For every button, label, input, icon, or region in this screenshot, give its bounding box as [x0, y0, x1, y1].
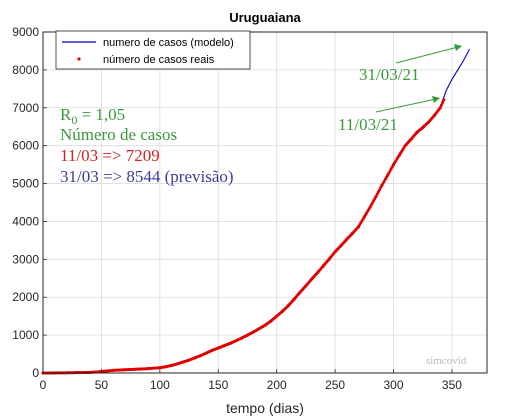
r0-text: R0 = 1,05 [60, 105, 125, 127]
y-tick-label: 4000 [12, 214, 39, 228]
x-axis-label: tempo (dias) [226, 400, 304, 416]
arrow-annotations: 31/03/21 11/03/21 [338, 44, 462, 134]
real-case-point [438, 106, 442, 110]
annotation-31-03: 31/03/21 [359, 65, 419, 84]
ticks: 0 50 100 150 200 250 300 350 0 1000 2000 3000 4000 50… [12, 25, 462, 392]
x-tick-label: 100 [150, 378, 170, 392]
watermark: simcovid [426, 355, 467, 367]
legend-swatch-real [77, 57, 81, 61]
real-case-marker [441, 100, 445, 104]
y-tick-label: 2000 [12, 290, 39, 304]
annotation-arrow-31-03 [395, 46, 459, 64]
legend-label-real: número de casos reais [103, 54, 215, 66]
y-tick-label: 6000 [12, 139, 39, 153]
annotation-11-03: 11/03/21 [338, 115, 398, 134]
real-case-marker [378, 188, 382, 192]
plot-area: 0 50 100 150 200 250 300 350 0 1000 2000 3000 4000 50… [12, 25, 488, 392]
real-cases-line: 11/03 => 7209 [60, 146, 160, 165]
x-tick-label: 0 [40, 378, 47, 392]
legend: numero de casos (modelo) número de casos… [55, 30, 251, 70]
real-case-marker [439, 103, 443, 107]
annotation-arrowhead-11-03 [432, 96, 440, 103]
y-tick-label: 1000 [12, 328, 39, 342]
x-tick-label: 200 [267, 378, 287, 392]
y-tick-label: 3000 [12, 252, 39, 266]
forecast-line: 31/03 => 8544 (previsão) [60, 167, 234, 186]
legend-box [55, 30, 251, 70]
real-case-marker [376, 190, 380, 194]
r0-subscript: 0 [71, 113, 77, 127]
series-layer [41, 49, 470, 375]
real-case-point [442, 98, 446, 102]
x-tick-label: 250 [325, 378, 345, 392]
legend-label-model: numero de casos (modelo) [103, 37, 234, 49]
y-tick-label: 9000 [12, 25, 39, 39]
annotation-arrowhead-31-03 [454, 44, 462, 51]
y-tick-label: 5000 [12, 177, 39, 191]
chart-title: Uruguaiana [229, 10, 301, 25]
y-tick-label: 8000 [12, 63, 39, 77]
x-tick-label: 150 [208, 378, 228, 392]
x-tick-label: 300 [384, 378, 404, 392]
y-tick-label: 0 [32, 366, 39, 380]
x-tick-label: 50 [95, 378, 109, 392]
y-tick-label: 7000 [12, 101, 39, 115]
x-tick-label: 350 [442, 378, 462, 392]
info-box: R0 = 1,05 Número de casos 11/03 => 7209 … [60, 105, 234, 186]
grid [43, 32, 487, 373]
cases-heading: Número de casos [60, 125, 177, 144]
r0-prefix: R [60, 105, 72, 124]
real-case-marker [375, 192, 379, 196]
annotation-arrow-11-03 [375, 98, 437, 113]
r0-value: = 1,05 [77, 105, 125, 124]
